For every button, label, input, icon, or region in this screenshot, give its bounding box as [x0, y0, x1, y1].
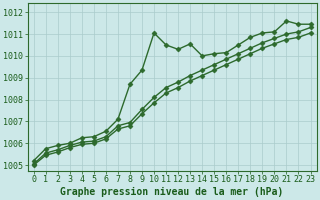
X-axis label: Graphe pression niveau de la mer (hPa): Graphe pression niveau de la mer (hPa) [60, 186, 284, 197]
